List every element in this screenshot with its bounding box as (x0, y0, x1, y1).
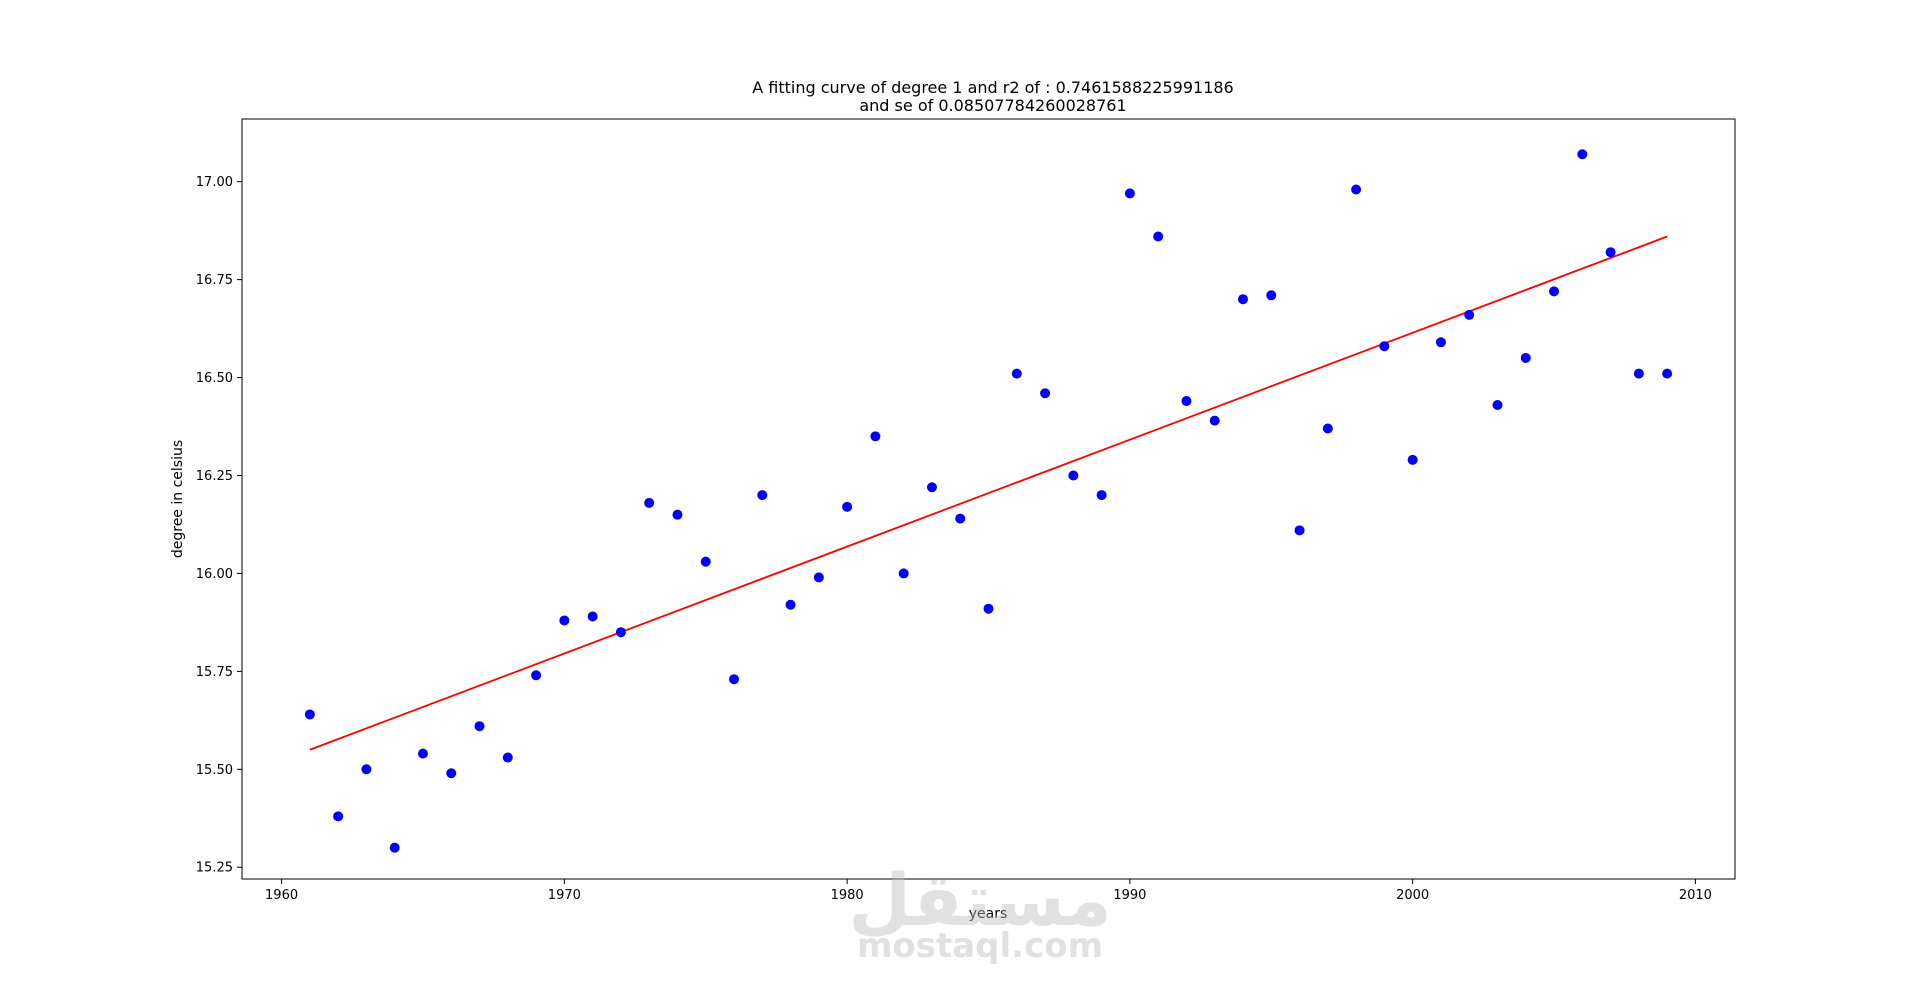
data-point (1294, 525, 1305, 536)
data-point (672, 509, 683, 520)
data-point (1435, 337, 1446, 348)
data-point (1407, 454, 1418, 465)
data-point (813, 572, 824, 583)
y-tick-label: 15.25 (196, 861, 233, 876)
y-axis: 15.25 15.50 15.75 16.00 16.25 16.50 16.75 17.00 (196, 175, 242, 876)
data-point (304, 709, 315, 720)
x-tick-label: 1980 (831, 888, 864, 903)
x-tick-label: 1960 (265, 888, 298, 903)
data-point (1237, 294, 1248, 305)
plot-area-frame (241, 118, 1736, 880)
data-point (474, 721, 485, 732)
data-point (559, 615, 570, 626)
x-tick-label: 1970 (548, 888, 581, 903)
data-point (1549, 286, 1560, 297)
y-tick-label: 15.50 (196, 763, 233, 778)
data-point (842, 501, 853, 512)
data-point (1492, 399, 1503, 410)
data-point (1633, 368, 1644, 379)
y-tick-label: 15.75 (196, 665, 233, 680)
data-point (1040, 388, 1051, 399)
data-point (1351, 184, 1362, 195)
y-tick-label: 17.00 (196, 175, 233, 190)
data-point (1096, 490, 1107, 501)
x-axis: 1960 1970 1980 1990 2000 2010 (265, 879, 1712, 903)
data-point (1011, 368, 1022, 379)
data-point (615, 627, 626, 638)
fit-line (309, 235, 1668, 751)
chart-title-line-1: A fitting curve of degree 1 and r2 of : … (752, 78, 1233, 97)
y-tick-label: 16.50 (196, 371, 233, 386)
x-tick-label: 1990 (1113, 888, 1146, 903)
data-point (1662, 368, 1673, 379)
x-tick-label: 2000 (1396, 888, 1429, 903)
data-point (1209, 415, 1220, 426)
data-point (926, 482, 937, 493)
data-point (361, 764, 372, 775)
data-point (446, 768, 457, 779)
x-axis-label: years (969, 906, 1008, 922)
y-tick-label: 16.00 (196, 567, 233, 582)
data-point (870, 431, 881, 442)
data-point (898, 568, 909, 579)
chart-title-line-2: and se of 0.08507784260028761 (859, 96, 1126, 115)
data-point (1124, 188, 1135, 199)
watermark-latin: mostaql.com (857, 926, 1103, 966)
data-point (1322, 423, 1333, 434)
data-point (983, 603, 994, 614)
x-tick-label: 2010 (1679, 888, 1712, 903)
data-point (502, 752, 513, 763)
data-point (955, 513, 966, 524)
scatter-points (304, 149, 1673, 853)
data-point (389, 842, 400, 853)
data-point (1605, 247, 1616, 258)
data-point (333, 811, 344, 822)
y-axis-label: degree in celsius (170, 440, 186, 558)
data-point (1577, 149, 1588, 160)
data-point (417, 748, 428, 759)
data-point (1068, 470, 1079, 481)
y-tick-label: 16.75 (196, 273, 233, 288)
data-point (1266, 290, 1277, 301)
data-point (1520, 352, 1531, 363)
chart-title: A fitting curve of degree 1 and r2 of : … (752, 78, 1233, 115)
watermark: مستقل mostaql.com (848, 858, 1111, 966)
data-point (785, 599, 796, 610)
watermark-arabic: مستقل (848, 858, 1111, 942)
data-point (587, 611, 598, 622)
fit-line-group (309, 235, 1668, 751)
data-point (531, 670, 542, 681)
data-point (644, 497, 655, 508)
data-point (1153, 231, 1164, 242)
data-point (1379, 341, 1390, 352)
y-tick-label: 16.25 (196, 469, 233, 484)
data-point (729, 674, 740, 685)
data-point (1464, 309, 1475, 320)
data-point (1181, 396, 1192, 407)
data-point (757, 490, 768, 501)
data-point (700, 556, 711, 567)
